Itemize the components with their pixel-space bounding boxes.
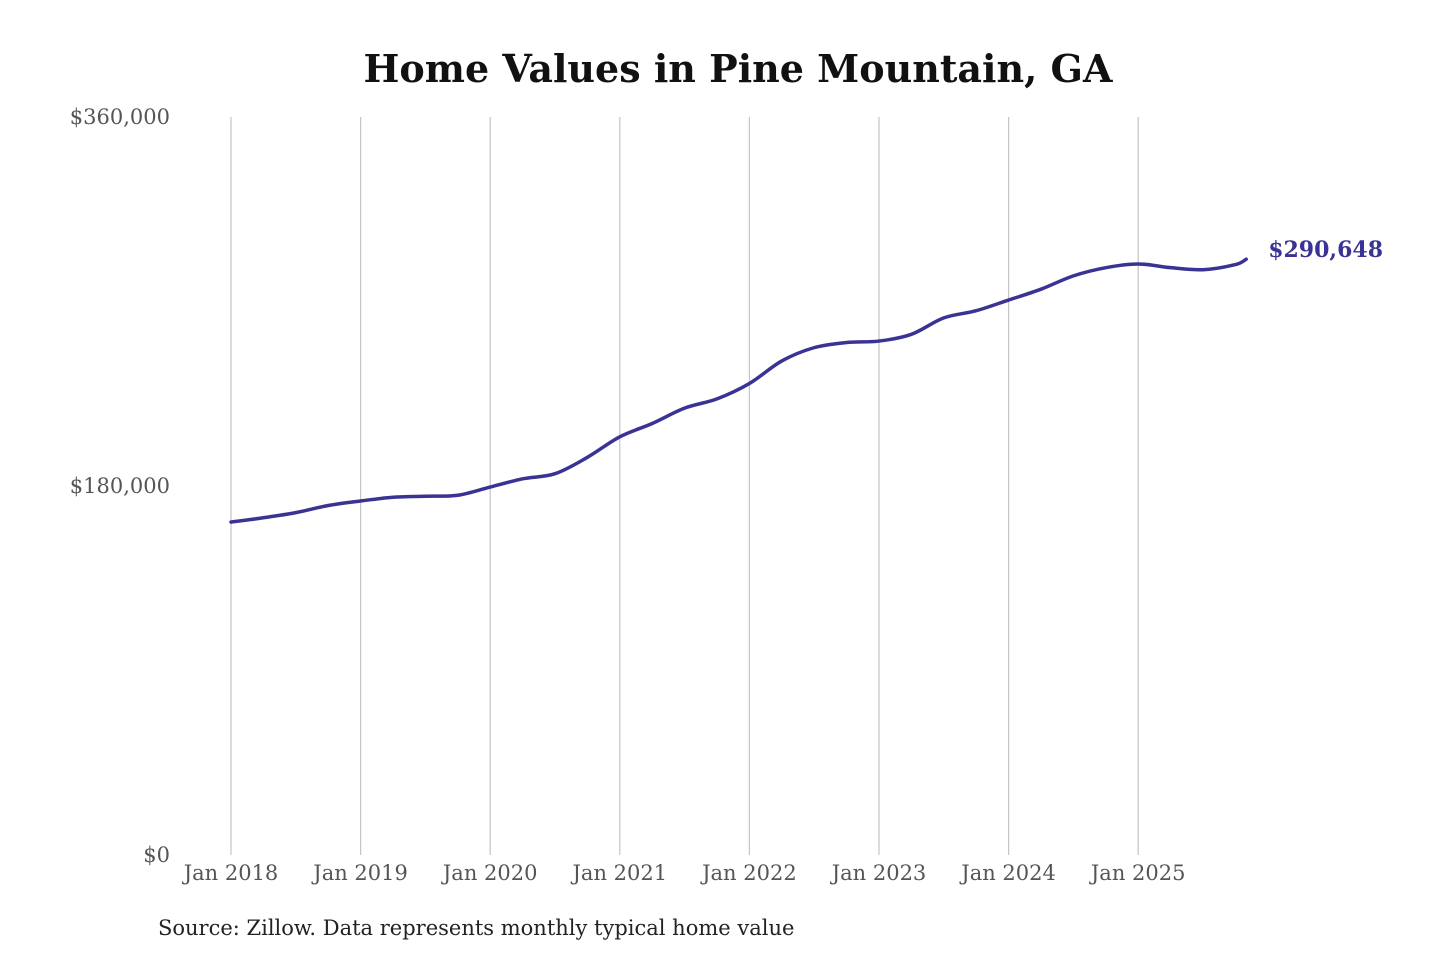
y-tick-label: $180,000 [70, 474, 170, 498]
chart-title: Home Values in Pine Mountain, GA [364, 46, 1113, 91]
x-tick-label: Jan 2025 [1089, 861, 1186, 885]
y-tick-label: $0 [143, 843, 170, 867]
source-note: Source: Zillow. Data represents monthly … [158, 916, 795, 940]
end-value-label: $290,648 [1268, 237, 1383, 263]
x-tick-label: Jan 2020 [441, 861, 538, 885]
x-tick-label: Jan 2021 [571, 861, 668, 885]
x-tick-label: Jan 2024 [959, 861, 1056, 885]
y-tick-label: $360,000 [70, 105, 170, 129]
x-tick-label: Jan 2019 [311, 861, 408, 885]
x-tick-label: Jan 2023 [830, 861, 927, 885]
x-tick-label: Jan 2018 [182, 861, 279, 885]
series-line [229, 257, 1248, 524]
x-tick-label: Jan 2022 [700, 861, 797, 885]
